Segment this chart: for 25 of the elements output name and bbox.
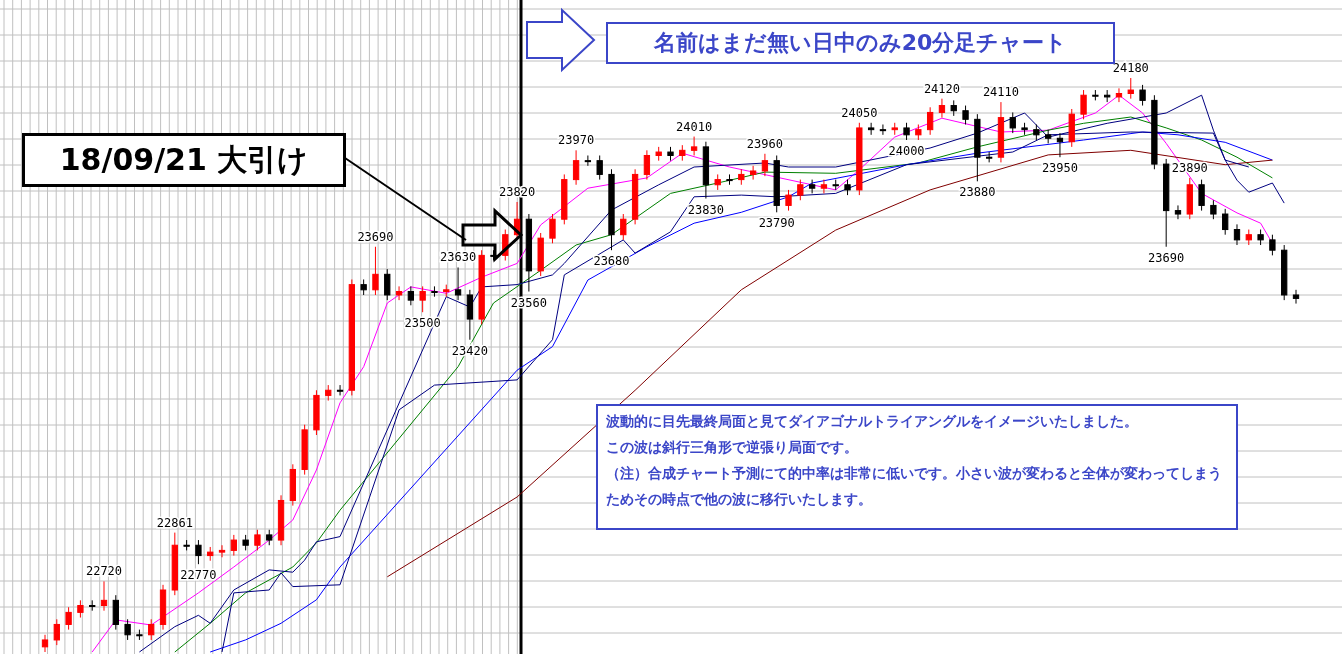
- annotation: （注）合成チャート予測にて的中率は非常に低いです。小さい波が変わると全体が変わってしまうためその時点で他の波に移行いたします。: [606, 464, 1223, 509]
- annotation: 23830: [687, 202, 724, 217]
- annotation: 24120: [923, 81, 961, 96]
- annotation: 23970: [558, 133, 595, 148]
- title-box: 名前はまだ無い日中のみ20分足チャート: [606, 22, 1115, 64]
- annotation: この波は斜行三角形で逆張り局面です。: [606, 438, 859, 457]
- annotation: 22770: [180, 568, 217, 583]
- annotation: 22861: [156, 515, 193, 530]
- annotation: 23630: [440, 250, 477, 265]
- annotation: 24010: [676, 119, 713, 134]
- annotation: 波動的に目先最終局面と見てダイアゴナルトライアングルをイメージいたしました。: [606, 412, 1139, 431]
- annotation: 24110: [982, 85, 1020, 100]
- annotation: 23950: [1041, 161, 1079, 176]
- annotation: 23880: [959, 185, 996, 200]
- annotation: 23500: [404, 316, 441, 331]
- annotation: 24180: [1112, 61, 1149, 75]
- annotation: 23890: [1171, 160, 1208, 175]
- note-box: 波動的に目先最終局面と見てダイアゴナルトライアングルをイメージいたしました。 この波は斜行三角形で逆張り局面です。 （注）合成チャート予測にて的中率は非常に低いです。小さい波が変わると全体が変わってしまうためその時点で他の波に移行いたします。: [596, 404, 1238, 530]
- annotation: 22720: [85, 564, 123, 579]
- annotation: 23690: [357, 229, 394, 244]
- annotation: 23690: [1148, 250, 1185, 265]
- annotation: 23790: [758, 216, 795, 231]
- annotation: 24050: [841, 105, 878, 120]
- annotation: 23960: [746, 136, 783, 151]
- callout-box: 18/09/21 大引け: [22, 133, 346, 187]
